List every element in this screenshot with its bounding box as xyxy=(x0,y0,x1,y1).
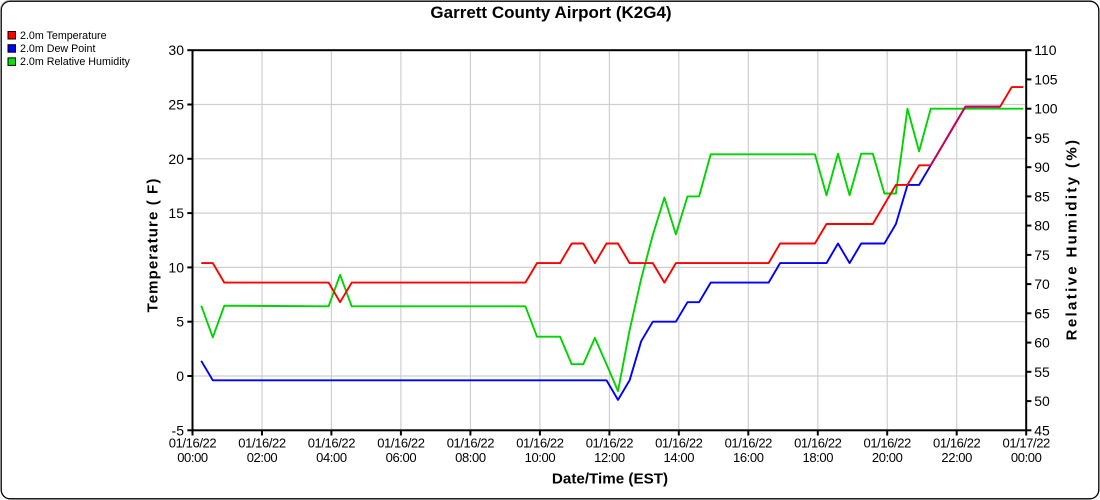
svg-text:-5: -5 xyxy=(172,422,185,438)
svg-text:50: 50 xyxy=(1034,393,1050,409)
svg-text:01/17/22: 01/17/22 xyxy=(1002,436,1050,451)
svg-text:08:00: 08:00 xyxy=(455,450,486,465)
svg-text:2.0m Temperature: 2.0m Temperature xyxy=(20,30,107,42)
svg-text:25: 25 xyxy=(168,97,184,113)
svg-text:01/16/22: 01/16/22 xyxy=(863,436,911,451)
svg-text:01/16/22: 01/16/22 xyxy=(516,436,564,451)
svg-text:5: 5 xyxy=(176,314,184,330)
svg-text:14:00: 14:00 xyxy=(664,450,695,465)
svg-text:110: 110 xyxy=(1034,42,1057,58)
svg-text:55: 55 xyxy=(1034,364,1050,380)
svg-text:85: 85 xyxy=(1034,188,1050,204)
svg-text:16:00: 16:00 xyxy=(733,450,764,465)
svg-text:100: 100 xyxy=(1034,101,1058,117)
svg-text:04:00: 04:00 xyxy=(316,450,347,465)
svg-text:01/16/22: 01/16/22 xyxy=(308,436,356,451)
svg-text:01/16/22: 01/16/22 xyxy=(794,436,842,451)
svg-text:15: 15 xyxy=(168,205,184,221)
svg-text:10:00: 10:00 xyxy=(525,450,556,465)
svg-text:01/16/22: 01/16/22 xyxy=(655,436,703,451)
svg-text:Date/Time (EST): Date/Time (EST) xyxy=(552,471,668,488)
svg-text:30: 30 xyxy=(168,42,184,58)
svg-text:01/16/22: 01/16/22 xyxy=(586,436,634,451)
svg-text:02:00: 02:00 xyxy=(247,450,278,465)
svg-text:2.0m Dew Point: 2.0m Dew Point xyxy=(20,43,95,55)
svg-text:70: 70 xyxy=(1034,276,1050,292)
svg-text:22:00: 22:00 xyxy=(941,450,972,465)
svg-text:20: 20 xyxy=(168,151,184,167)
svg-text:01/16/22: 01/16/22 xyxy=(238,436,286,451)
svg-text:10: 10 xyxy=(168,259,184,275)
svg-text:Garrett County Airport (K2G4): Garrett County Airport (K2G4) xyxy=(430,3,671,22)
svg-text:90: 90 xyxy=(1034,159,1050,175)
svg-text:80: 80 xyxy=(1034,218,1050,234)
svg-text:60: 60 xyxy=(1034,335,1050,351)
svg-text:18:00: 18:00 xyxy=(803,450,834,465)
svg-text:95: 95 xyxy=(1034,130,1050,146)
svg-text:12:00: 12:00 xyxy=(594,450,625,465)
svg-text:01/16/22: 01/16/22 xyxy=(447,436,495,451)
svg-text:20:00: 20:00 xyxy=(872,450,903,465)
svg-text:01/16/22: 01/16/22 xyxy=(725,436,773,451)
svg-text:00:00: 00:00 xyxy=(177,450,208,465)
svg-text:105: 105 xyxy=(1034,71,1058,87)
svg-text:01/16/22: 01/16/22 xyxy=(377,436,425,451)
svg-text:00:00: 00:00 xyxy=(1011,450,1042,465)
svg-text:75: 75 xyxy=(1034,247,1050,263)
svg-text:65: 65 xyxy=(1034,305,1050,321)
svg-text:Temperature ( F): Temperature ( F) xyxy=(144,178,161,313)
svg-text:2.0m Relative Humidity: 2.0m Relative Humidity xyxy=(20,56,131,68)
svg-text:0: 0 xyxy=(176,368,184,384)
svg-text:Relative Humidity (%): Relative Humidity (%) xyxy=(1064,138,1081,341)
svg-text:01/16/22: 01/16/22 xyxy=(169,436,217,451)
svg-text:06:00: 06:00 xyxy=(386,450,417,465)
svg-text:01/16/22: 01/16/22 xyxy=(933,436,981,451)
svg-text:45: 45 xyxy=(1034,422,1050,438)
